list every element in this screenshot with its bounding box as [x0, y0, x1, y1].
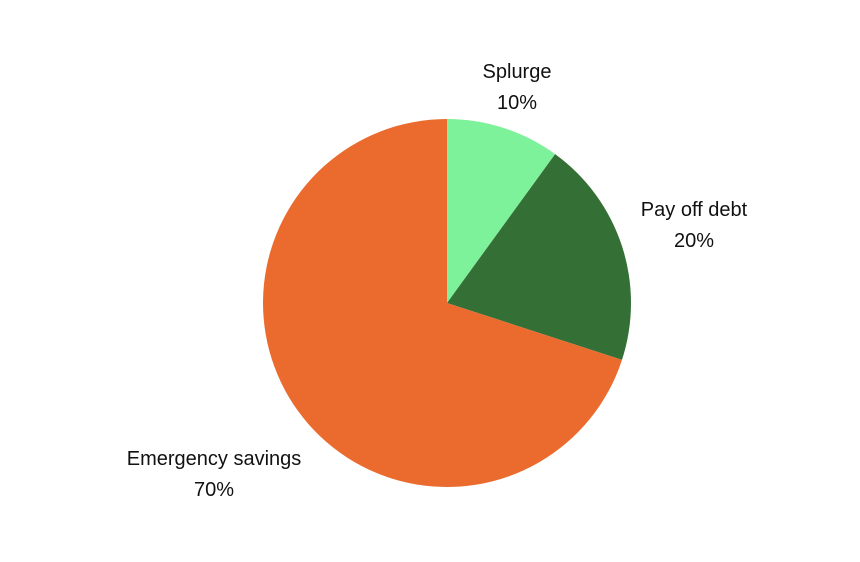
slice-percent-splurge: 10%: [497, 92, 537, 114]
pie-slices: [262, 118, 631, 487]
pie-slice-pay-off-debt: [447, 154, 631, 360]
pie-slice-emergency-savings: [262, 118, 622, 487]
pie-slice-splurge: [447, 119, 556, 303]
slice-label-splurge: Splurge: [483, 61, 552, 83]
slice-percent-emergency-savings: 70%: [194, 479, 234, 501]
slice-percent-pay-off-debt: 20%: [674, 230, 714, 252]
pie-labels: Splurge 10% Pay off debt 20% Emergency s…: [127, 61, 748, 501]
slice-label-pay-off-debt: Pay off debt: [641, 199, 748, 221]
slice-label-emergency-savings: Emergency savings: [127, 448, 302, 470]
